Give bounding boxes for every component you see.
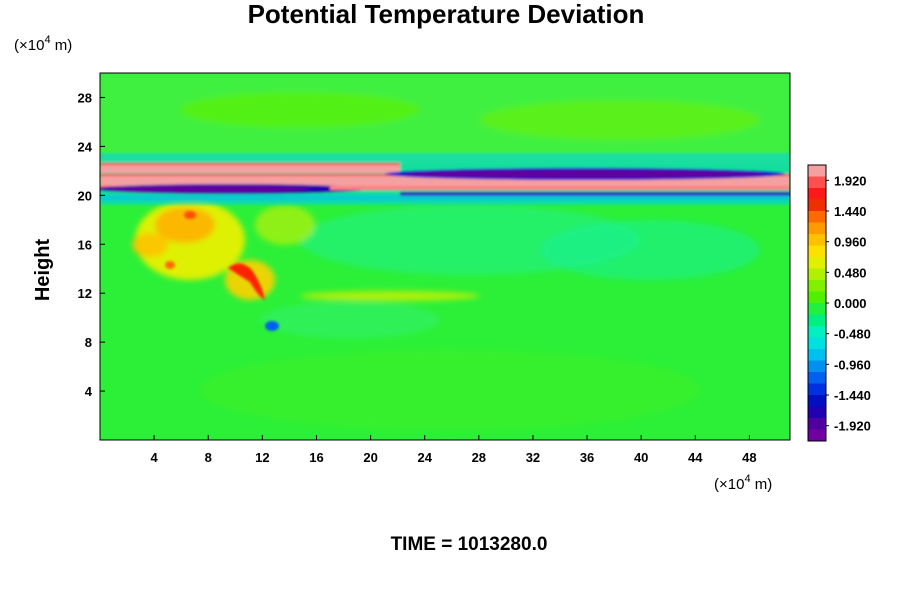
colorbar-cell — [808, 303, 826, 315]
colorbar-label: -0.480 — [834, 327, 871, 342]
colorbar-cell — [808, 429, 826, 442]
colorbar-label: -1.440 — [834, 388, 871, 403]
colorbar-label: 1.920 — [834, 173, 867, 188]
colorbar-cell — [808, 406, 826, 419]
x-tick-label: 32 — [526, 450, 540, 465]
colorbar-cell — [808, 222, 826, 235]
colorbar-label: 0.000 — [834, 296, 867, 311]
colorbar-cell — [808, 349, 826, 361]
colorbar: 1.920 1.440 0.960 0.480 0.000 -0.480 -0.960 -1.… — [807, 164, 871, 442]
colorbar-cell — [808, 211, 826, 223]
colorbar-label: 0.480 — [834, 265, 867, 280]
colorbar-cell — [808, 165, 826, 177]
colorbar-label: -0.960 — [834, 357, 871, 372]
x-tick-label: 8 — [205, 450, 212, 465]
upper-field-mottle — [480, 100, 760, 140]
colorbar-cell — [808, 383, 826, 396]
y-axis-label: Height — [32, 239, 54, 302]
warm-spot — [165, 261, 175, 269]
warm-blob — [132, 233, 168, 257]
colorbar-labels: 1.920 1.440 0.960 0.480 0.000 -0.480 -0.960 -1.… — [826, 173, 871, 434]
colorbar-cell — [808, 199, 826, 212]
x-tick-label: 48 — [742, 450, 756, 465]
time-label: TIME = 1013280.0 — [391, 534, 548, 555]
x-tick-label: 44 — [688, 450, 703, 465]
mid-field-mottle — [260, 302, 440, 338]
lower-field-mottle — [200, 350, 700, 430]
colorbar-label: 1.440 — [834, 204, 867, 219]
cold-spot — [265, 321, 279, 331]
x-tick-label: 4 — [151, 450, 159, 465]
heatmap-field — [100, 73, 790, 440]
colorbar-cell — [808, 372, 826, 384]
x-tick-label: 20 — [363, 450, 377, 465]
colorbar-cell — [808, 257, 826, 269]
colorbar-cells — [808, 165, 826, 442]
colorbar-cell — [808, 418, 826, 430]
colorbar-cell — [808, 268, 826, 281]
colorbar-label: -1.920 — [834, 419, 871, 434]
colorbar-cell — [808, 188, 826, 200]
band-lower-edge — [100, 195, 790, 201]
negative-band-edge — [400, 192, 790, 196]
colorbar-cell — [808, 326, 826, 338]
x-tick-label: 28 — [472, 450, 486, 465]
y-tick-label: 8 — [85, 335, 92, 350]
chart-title: Potential Temperature Deviation — [248, 0, 645, 29]
colorbar-cell — [808, 291, 826, 304]
negative-band-upper — [405, 170, 765, 178]
positive-band-edge — [330, 186, 790, 190]
band-halo — [100, 165, 400, 173]
warm-blob — [255, 205, 315, 245]
colorbar-cell — [808, 337, 826, 350]
colorbar-cell — [808, 280, 826, 292]
warm-plume-core — [228, 263, 265, 300]
x-unit-label: (×104 m) — [714, 473, 772, 493]
colorbar-label: 0.960 — [834, 235, 867, 250]
warm-blob — [155, 207, 215, 243]
y-tick-label: 24 — [78, 139, 93, 154]
y-tick-label: 4 — [85, 384, 93, 399]
y-tick-label: 20 — [78, 188, 92, 203]
colorbar-cell — [808, 234, 826, 246]
colorbar-cell — [808, 314, 826, 327]
warm-spot — [184, 211, 196, 219]
colorbar-cell — [808, 176, 826, 189]
y-axis-ticks: 4 8 12 16 20 24 28 — [78, 90, 105, 399]
positive-band — [100, 176, 790, 186]
y-tick-label: 16 — [78, 237, 92, 252]
x-tick-label: 40 — [634, 450, 648, 465]
plot-frame — [99, 72, 791, 441]
mid-field-mottle — [540, 220, 760, 280]
colorbar-cell — [808, 245, 826, 258]
x-axis-ticks: 4 8 12 16 20 24 28 32 36 40 44 48 — [151, 435, 757, 465]
x-tick-label: 12 — [255, 450, 269, 465]
colorbar-cell — [808, 360, 826, 373]
y-tick-label: 12 — [78, 286, 92, 301]
negative-band-lower — [110, 185, 310, 193]
x-tick-label: 36 — [580, 450, 594, 465]
y-unit-label: (×104 m) — [14, 34, 72, 54]
upper-field-mottle — [180, 92, 420, 128]
x-tick-label: 24 — [417, 450, 432, 465]
warm-streak — [300, 291, 480, 301]
y-tick-label: 28 — [78, 90, 92, 105]
colorbar-cell — [808, 395, 826, 407]
x-tick-label: 16 — [309, 450, 323, 465]
